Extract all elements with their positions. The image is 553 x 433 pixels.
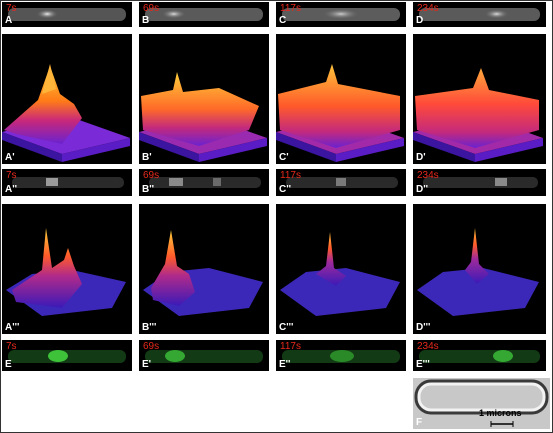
panel-d-prime: D' <box>413 34 546 164</box>
panel-d: 234s D <box>413 2 546 27</box>
panel-label: E'' <box>279 359 291 370</box>
timestamp: 234s <box>417 170 439 181</box>
timestamp: 117s <box>280 3 301 14</box>
panel-c-double-prime: 117s C'' <box>276 169 406 196</box>
panel-label: A <box>5 15 13 26</box>
panel-e: 7s E <box>2 340 132 371</box>
panel-label: D'' <box>416 184 428 195</box>
panel-label: E''' <box>416 359 430 370</box>
panel-label: B'' <box>142 184 154 195</box>
panel-c: 117s C <box>276 2 406 27</box>
panel-a: 7s A <box>2 2 132 27</box>
panel-b-prime: B' <box>139 34 269 164</box>
panel-c-prime: C' <box>276 34 406 164</box>
panel-label: F <box>416 417 423 428</box>
panel-f: 1 microns F <box>413 378 550 429</box>
timestamp: 69s <box>143 170 160 181</box>
panel-b: 69s B <box>139 2 269 27</box>
panel-label: C <box>279 15 287 26</box>
panel-label: A'' <box>5 184 17 195</box>
timestamp: 7s <box>6 170 17 181</box>
timestamp: 7s <box>6 3 17 14</box>
panel-label: B''' <box>142 322 157 333</box>
panel-label: C'' <box>279 184 291 195</box>
timestamp: 234s <box>417 3 439 14</box>
panel-a-prime: A' <box>2 34 132 164</box>
panel-label: C' <box>279 152 289 163</box>
timestamp: 69s <box>143 3 160 14</box>
panel-label: A' <box>5 152 15 163</box>
panel-label: D <box>416 15 424 26</box>
panel-label: D''' <box>416 322 431 333</box>
panel-label: E <box>5 359 12 370</box>
panel-e-triple-prime: 234s E''' <box>413 340 546 371</box>
panel-b-triple-prime: B''' <box>139 204 269 334</box>
timestamp: 117s <box>280 341 301 352</box>
timestamp: 7s <box>6 341 17 352</box>
panel-label: D' <box>416 152 426 163</box>
scale-label: 1 microns <box>479 408 522 418</box>
panel-d-triple-prime: D''' <box>413 204 546 334</box>
panel-label: B' <box>142 152 152 163</box>
panel-a-double-prime: 7s A'' <box>2 169 132 196</box>
timestamp: 69s <box>143 341 160 352</box>
panel-a-triple-prime: A''' <box>2 204 132 334</box>
panel-d-double-prime: 234s D'' <box>413 169 546 196</box>
panel-e-double-prime: 117s E'' <box>276 340 406 371</box>
panel-label: E' <box>142 359 152 370</box>
panel-label: A''' <box>5 322 20 333</box>
panel-label: B <box>142 15 150 26</box>
panel-c-triple-prime: C''' <box>276 204 406 334</box>
timestamp: 234s <box>417 341 439 352</box>
panel-label: C''' <box>279 322 294 333</box>
panel-b-double-prime: 69s B'' <box>139 169 269 196</box>
panel-e-prime: 69s E' <box>139 340 269 371</box>
timestamp: 117s <box>280 170 301 181</box>
